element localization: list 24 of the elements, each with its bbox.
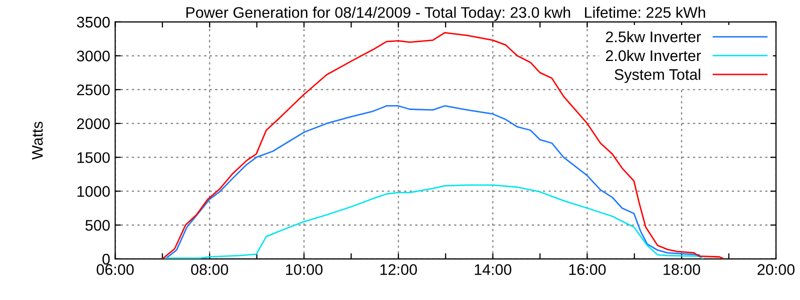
x-tick-label: 06:00 [96, 264, 134, 275]
line-series [162, 32, 725, 259]
legend-label: 2.5kw Inverter [606, 31, 701, 42]
x-tick-label: 20:00 [758, 264, 795, 275]
y-axis-title: Watts [32, 122, 43, 160]
y-tick-label: 1000 [78, 186, 110, 197]
y-tick-label: 3500 [76, 16, 110, 28]
line-series [165, 184, 704, 259]
x-tick-label: 10:00 [286, 264, 323, 275]
x-tick-label: 08:00 [191, 264, 228, 275]
x-tick-label: 18:00 [664, 264, 700, 275]
x-tick-label: 14:00 [474, 264, 512, 275]
y-tick-label: 2500 [77, 84, 110, 96]
y-tick-label: 0 [102, 254, 110, 265]
y-tick-label: 2000 [77, 118, 110, 130]
legend-label: 2.0kw Inverter [606, 50, 701, 62]
line-series [164, 105, 704, 259]
x-tick-label: 12:00 [380, 264, 417, 275]
x-tick-label: 16:00 [569, 264, 606, 275]
chart-title: Power Generation for 08/14/2009 - Total Today: 23.0 kwh Lifetime: 225 kWh [186, 6, 706, 21]
y-tick-label: 500 [85, 220, 110, 231]
y-tick-label: 3000 [76, 50, 110, 62]
legend-label: System Total [614, 68, 700, 83]
y-tick-label: 1500 [78, 152, 110, 164]
